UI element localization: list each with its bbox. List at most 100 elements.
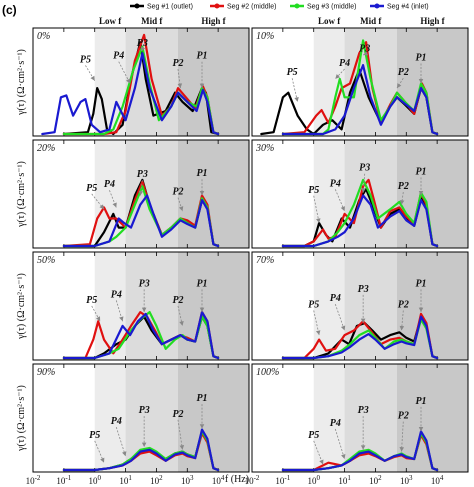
- frequency-band: [396, 364, 468, 472]
- peak-arrowhead: [96, 316, 101, 322]
- peak-arrowhead: [179, 445, 185, 450]
- peak-label: P4: [330, 178, 341, 189]
- legend-label: Seg #1 (outlet): [147, 4, 193, 11]
- peak-label: P2: [172, 187, 183, 198]
- series-line: [41, 52, 220, 136]
- peak-arrowhead: [360, 445, 366, 450]
- series-group: [62, 311, 220, 360]
- y-axis-title: γ(τ) (Ω·cm²·s⁻¹): [16, 49, 27, 116]
- peak-arrowhead: [418, 307, 424, 313]
- panel: P5 P4 P3 P2 P1 100%: [251, 363, 469, 473]
- x-tick-label: 103: [181, 474, 194, 486]
- legend-label: Seg #4 (inlet): [387, 4, 429, 11]
- figure-tag: (c): [2, 3, 17, 17]
- panel-frame: [251, 139, 469, 249]
- peak-arrowhead: [119, 316, 124, 322]
- panel: P5 P4 P3 P2 P1 10%: [251, 27, 469, 137]
- panel-frame: [251, 27, 469, 137]
- peak-label: P1: [196, 278, 207, 289]
- series-group: [62, 178, 220, 248]
- x-tick-label: 101: [338, 474, 351, 486]
- panel-frame: [251, 251, 469, 361]
- peak-label: P4: [104, 179, 115, 190]
- series-line: [62, 428, 220, 472]
- panel-label: 10%: [256, 31, 274, 42]
- peak-label: P2: [398, 300, 409, 311]
- frequency-band: [177, 140, 249, 248]
- panel-frame: [32, 251, 250, 361]
- series-group: [281, 312, 439, 360]
- peak-arrowhead: [199, 191, 205, 196]
- peak-label: P5: [308, 300, 319, 311]
- peak-label: P1: [415, 166, 426, 177]
- panel-label: 100%: [256, 367, 279, 378]
- peak-arrowhead: [360, 318, 366, 324]
- panel: P5 P4 P3 P2 P1 50% γ(τ) (Ω·cm²·s⁻¹): [16, 251, 250, 361]
- x-tick-label: 103: [400, 474, 413, 486]
- frequency-band: [94, 28, 126, 136]
- x-tick-label: 104: [431, 474, 444, 486]
- peak-label: P1: [415, 278, 426, 289]
- peak-label: P2: [172, 58, 183, 69]
- peak-arrowhead: [126, 78, 131, 84]
- peak-arrowhead: [141, 307, 147, 313]
- peak-label: P4: [111, 289, 122, 300]
- x-tick-label: 102: [369, 474, 382, 486]
- y-axis-title: γ(τ) (Ω·cm²·s⁻¹): [16, 385, 27, 452]
- series-line: [62, 311, 220, 360]
- peak-leader: [313, 195, 320, 224]
- series-group: [41, 33, 220, 136]
- x-tick-label: 10-2: [245, 474, 260, 486]
- series-line: [62, 311, 220, 360]
- panel: P5 P4 P3 P2 P1 90% γ(τ) (Ω·cm²·s⁻¹): [16, 363, 250, 473]
- peak-arrowhead: [341, 454, 346, 459]
- peak-leader: [291, 78, 298, 102]
- peak-label: P3: [359, 43, 370, 54]
- panel-frame: [32, 27, 250, 137]
- peak-label: P5: [86, 295, 97, 306]
- panel-label: 30%: [255, 143, 274, 154]
- series-line: [281, 64, 439, 136]
- legend-marker: [214, 3, 220, 9]
- frequency-band: [396, 140, 468, 248]
- peak-arrowhead: [141, 442, 147, 448]
- peak-arrowhead: [294, 97, 299, 102]
- peak-label: P2: [172, 409, 183, 420]
- series-line: [281, 312, 439, 360]
- legend-marker: [134, 3, 140, 9]
- frequency-band: [94, 140, 126, 248]
- x-tick-label: 101: [119, 474, 132, 486]
- x-tick-label: 102: [150, 474, 163, 486]
- legend-marker: [374, 3, 380, 9]
- panel-label: 50%: [37, 255, 55, 266]
- band-label: Low f: [318, 16, 341, 26]
- frequency-band: [396, 28, 468, 136]
- peak-arrowhead: [418, 426, 424, 432]
- peak-leader: [115, 426, 126, 457]
- panel-label: 20%: [37, 143, 55, 154]
- peak-arrowhead: [179, 321, 184, 326]
- band-label: Mid f: [360, 16, 382, 26]
- peak-arrowhead: [100, 457, 105, 463]
- series-line: [281, 194, 439, 248]
- peak-label: P3: [359, 163, 370, 174]
- frequency-band: [125, 140, 178, 248]
- peak-arrowhead: [99, 204, 105, 210]
- peak-label: P2: [172, 295, 183, 306]
- series-group: [281, 430, 439, 472]
- peak-leader: [94, 440, 105, 463]
- series-line: [281, 430, 439, 472]
- peak-label: P4: [330, 293, 341, 304]
- panel: P5 P4 P3 P2 P1 70%: [251, 251, 469, 361]
- legend-marker: [294, 3, 300, 9]
- peak-leader: [334, 303, 345, 331]
- peak-label: P5: [89, 430, 100, 441]
- peak-arrowhead: [199, 307, 205, 313]
- peak-arrowhead: [418, 191, 424, 196]
- panel-frame: [32, 139, 250, 249]
- peak-leader: [118, 61, 131, 84]
- y-axis-title: γ(τ) (Ω·cm²·s⁻¹): [16, 273, 27, 340]
- series-line: [281, 178, 439, 248]
- x-tick-label: 100: [88, 474, 101, 486]
